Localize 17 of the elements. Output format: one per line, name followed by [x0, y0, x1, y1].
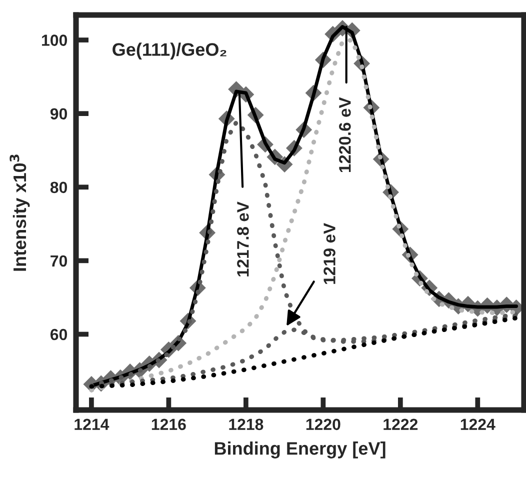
y-tick-label: 70 — [50, 255, 68, 267]
y-tick-label: 60 — [50, 328, 68, 340]
x-tick-label: 1222 — [384, 418, 418, 430]
y-tick-label: 90 — [50, 108, 68, 120]
y-axis-title: Intensity x10$^{3}$ — [10, 154, 30, 271]
x-tick-label: 1214 — [74, 418, 110, 430]
x-tick-label: 1218 — [229, 418, 264, 430]
annotation: 1220.6 eV — [339, 97, 351, 172]
y-tick-label: 100 — [42, 34, 68, 46]
x-tick-label: 1216 — [152, 418, 186, 430]
text: Ge(111)/GeO₂ — [112, 42, 226, 60]
annotation: 1219 eV — [324, 222, 336, 284]
x-axis-title: Binding Energy [eV] — [214, 442, 386, 458]
annotation: 1217.8 eV — [237, 202, 249, 276]
x-tick-label: 1224 — [460, 418, 496, 430]
y-tick-label: 80 — [50, 182, 68, 194]
x-tick-label: 1220 — [306, 418, 340, 430]
